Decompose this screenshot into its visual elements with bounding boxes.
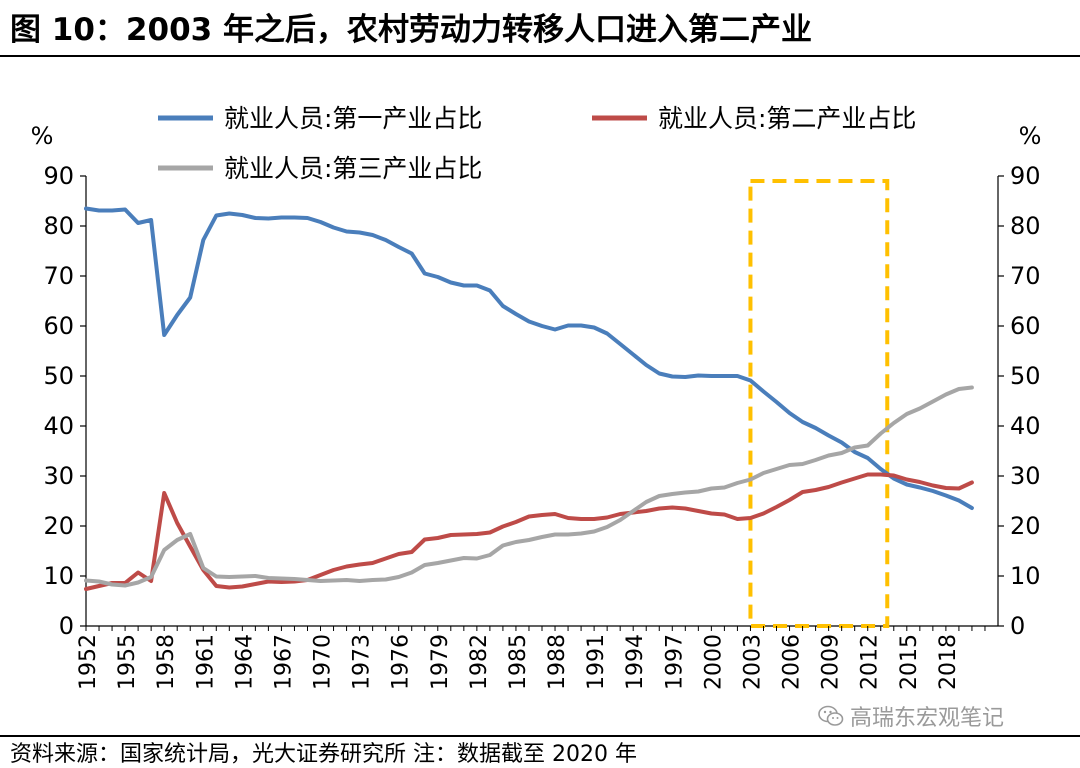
y-tick-label-left: 50: [43, 362, 74, 390]
x-tick-label: 1961: [193, 634, 218, 690]
wechat-icon: [818, 705, 844, 726]
y-tick-label-right: 60: [1010, 312, 1041, 340]
x-tick-label: 1955: [115, 634, 140, 690]
x-tick-label: 1997: [662, 634, 687, 690]
legend-label-1: 就业人员:第一产业占比: [224, 104, 482, 133]
x-tick-label: 1973: [350, 634, 375, 690]
x-tick-label: 1976: [389, 634, 414, 690]
figure-title: 图 10：2003 年之后，农村劳动力转移人口进入第二产业: [10, 12, 813, 48]
y-tick-label-right: 50: [1010, 362, 1041, 390]
x-tick-label: 2006: [780, 634, 805, 690]
y-tick-label-left: 0: [59, 612, 74, 640]
y-axis-unit-right: %: [1019, 122, 1042, 150]
y-tick-label-left: 60: [43, 312, 74, 340]
series-lines: [84, 206, 974, 591]
y-tick-label-right: 40: [1010, 412, 1041, 440]
y-tick-label-right: 0: [1010, 612, 1025, 640]
x-tick-label: 2003: [740, 634, 765, 690]
y-tick-label-right: 70: [1010, 262, 1041, 290]
y-tick-label-right: 10: [1010, 562, 1041, 590]
x-tick-label: 1958: [154, 634, 179, 690]
x-tick-label: 1985: [506, 634, 531, 690]
y-tick-label-left: 90: [43, 162, 74, 190]
x-tick-label: 1988: [545, 634, 570, 690]
y-tick-label-left: 10: [43, 562, 74, 590]
source-note: 资料来源：国家统计局，光大证券研究所 注：数据截至 2020 年: [10, 742, 637, 767]
highlight-box: [748, 179, 890, 628]
x-axis-ticks: 1952 1955 1958 1961 1964 1967 1970 1973 1976 1979…: [76, 626, 986, 690]
y-tick-label-right: 90: [1010, 162, 1041, 190]
x-tick-label: 2015: [897, 634, 922, 690]
y-axis-ticks: 0 0 10 10 20 20 30 30 40 40 50 50 60 60 70 70 80 80 90 90%%: [31, 122, 1042, 640]
x-tick-label: 1970: [311, 634, 336, 690]
y-tick-label-left: 30: [43, 462, 74, 490]
x-tick-label: 1979: [428, 634, 453, 690]
chart-area: 1952 1955 1958 1961 1964 1967 1970 1973 1976 1979…: [31, 104, 1042, 690]
x-tick-label: 2012: [858, 634, 883, 690]
chart-frame: [85, 176, 999, 627]
x-tick-label: 1994: [623, 634, 648, 690]
y-tick-label-right: 20: [1010, 512, 1041, 540]
series-line-3: [84, 385, 974, 588]
x-tick-label: 2000: [701, 634, 726, 690]
title-divider: [0, 55, 1080, 57]
y-tick-label-right: 80: [1010, 212, 1041, 240]
watermark: 高瑞东宏观笔记: [818, 700, 1004, 732]
y-tick-label-left: 70: [43, 262, 74, 290]
y-tick-label-left: 20: [43, 512, 74, 540]
x-tick-label: 2009: [819, 634, 844, 690]
x-tick-label: 1964: [232, 634, 257, 690]
footer-divider: [0, 735, 1080, 737]
series-line-2: [84, 472, 974, 591]
watermark-text: 高瑞东宏观笔记: [850, 706, 1005, 731]
series-line-1: [84, 206, 974, 510]
x-tick-label: 1967: [271, 634, 296, 690]
y-tick-label-right: 30: [1010, 462, 1041, 490]
y-tick-label-left: 40: [43, 412, 74, 440]
x-tick-label: 1991: [584, 634, 609, 690]
legend-label-2: 就业人员:第二产业占比: [658, 104, 916, 133]
x-tick-label: 1982: [467, 634, 492, 690]
x-tick-label: 2018: [936, 634, 961, 690]
y-tick-label-left: 80: [43, 212, 74, 240]
x-tick-label: 1952: [76, 634, 101, 690]
legend-label-3: 就业人员:第三产业占比: [224, 154, 482, 183]
highlight-region: [748, 179, 890, 628]
y-axis-unit-left: %: [31, 122, 54, 150]
